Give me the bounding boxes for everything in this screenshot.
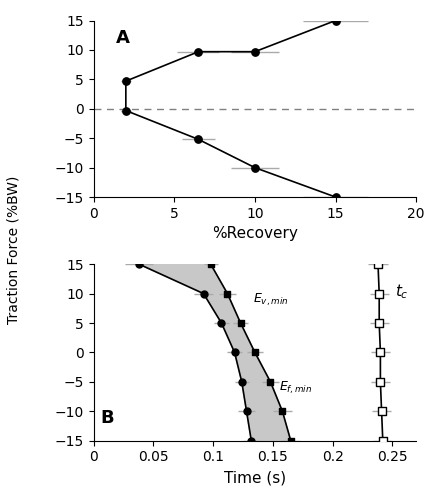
Point	[377, 348, 384, 356]
Point	[218, 319, 225, 327]
Point	[379, 436, 386, 444]
X-axis label: %Recovery: %Recovery	[212, 226, 298, 242]
Point	[287, 436, 294, 444]
Text: Traction Force (%BW): Traction Force (%BW)	[6, 176, 20, 324]
X-axis label: Time (s): Time (s)	[224, 470, 286, 485]
Point	[122, 106, 129, 114]
Point	[376, 319, 383, 327]
Point	[195, 48, 202, 56]
Point	[237, 319, 244, 327]
Point	[267, 378, 274, 386]
Point	[122, 77, 129, 85]
Text: $E_{f,min}$: $E_{f,min}$	[279, 380, 312, 396]
Point	[374, 260, 381, 268]
Text: $t_c$: $t_c$	[395, 282, 408, 301]
Point	[238, 378, 245, 386]
Point	[207, 260, 214, 268]
Text: B: B	[100, 408, 114, 426]
Point	[251, 348, 258, 356]
Point	[195, 136, 202, 143]
Point	[376, 290, 383, 298]
Point	[248, 436, 255, 444]
Polygon shape	[139, 264, 291, 440]
Point	[136, 260, 143, 268]
Point	[200, 290, 207, 298]
Point	[378, 408, 385, 416]
Point	[224, 290, 231, 298]
Text: $E_{v,min}$: $E_{v,min}$	[253, 291, 288, 308]
Point	[332, 16, 339, 24]
Point	[332, 193, 339, 201]
Point	[251, 48, 258, 56]
Point	[243, 408, 250, 416]
Point	[251, 164, 258, 172]
Point	[279, 408, 286, 416]
Point	[377, 378, 384, 386]
Text: A: A	[116, 30, 130, 48]
Point	[231, 348, 238, 356]
